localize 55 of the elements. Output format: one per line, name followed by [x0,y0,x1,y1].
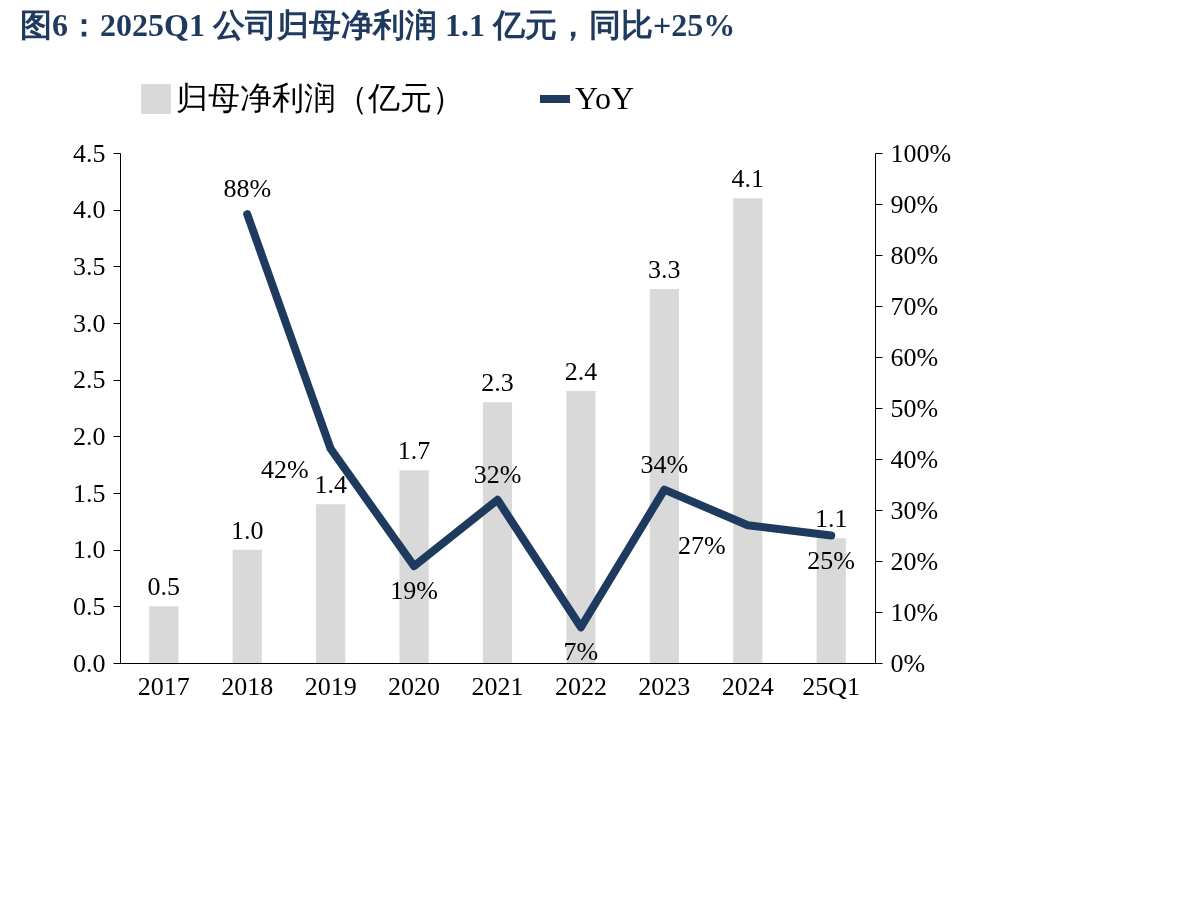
x-tick-label: 2022 [554,671,607,701]
y2-tick-label: 90% [890,189,939,219]
bar [149,606,179,663]
data-label: 1.7 [397,436,431,466]
y2-tick-label: 80% [890,240,939,270]
x-tick-label: 25Q1 [802,671,861,701]
bar [316,504,346,663]
y-tick-label: 1.0 [73,535,106,565]
x-tick-label: 2018 [221,671,274,701]
x-tick-label: 2024 [721,671,774,701]
data-label: 88% [223,174,272,204]
data-label: 1.4 [314,470,347,500]
y2-tick-label: 60% [890,342,939,372]
data-label: 4.1 [731,164,765,194]
data-label: 2.3 [481,368,514,398]
data-label: 2.4 [564,357,598,386]
y2-tick-label: 30% [890,495,939,525]
legend-label: YoY [575,80,635,116]
y2-tick-label: 20% [890,546,939,576]
y-tick-label: 1.5 [73,478,106,508]
y-tick-label: 3.0 [73,308,106,338]
y-tick-label: 3.5 [73,251,106,281]
x-tick-label: 2019 [304,671,357,701]
chart-title: 图6：2025Q1 公司归母净利润 1.1 亿元，同比+25% [20,7,736,43]
data-label: 3.3 [648,255,681,284]
y-tick-label: 4.5 [73,138,106,168]
data-label: 19% [390,576,438,606]
y2-tick-label: 10% [890,597,939,627]
y2-tick-label: 40% [890,444,939,474]
y2-tick-label: 50% [890,393,939,423]
y-tick-label: 4.0 [73,195,106,225]
data-label: 0.5 [147,572,181,602]
data-label: 32% [473,459,522,489]
y2-tick-label: 0% [890,648,926,678]
y2-tick-label: 100% [890,138,952,168]
x-tick-label: 2017 [137,671,190,701]
data-label: 7% [563,637,599,667]
y2-tick-label: 70% [890,291,939,321]
x-tick-label: 2021 [471,671,524,701]
y-tick-label: 0.5 [73,591,106,621]
data-label: 1.1 [814,504,848,534]
bar [566,391,596,663]
bar [232,549,262,663]
data-label: 27% [678,531,726,561]
data-label: 34% [640,449,689,479]
data-label: 1.0 [230,515,264,545]
data-label: 42% [260,454,309,484]
y-tick-label: 2.0 [73,421,106,451]
x-tick-label: 2020 [388,671,441,701]
y-tick-label: 0.0 [73,648,106,678]
x-tick-label: 2023 [638,671,691,701]
data-label: 25% [807,545,856,575]
bar [733,198,763,663]
legend-label: 归母净利润（亿元） [176,80,464,116]
y-tick-label: 2.5 [73,365,106,395]
